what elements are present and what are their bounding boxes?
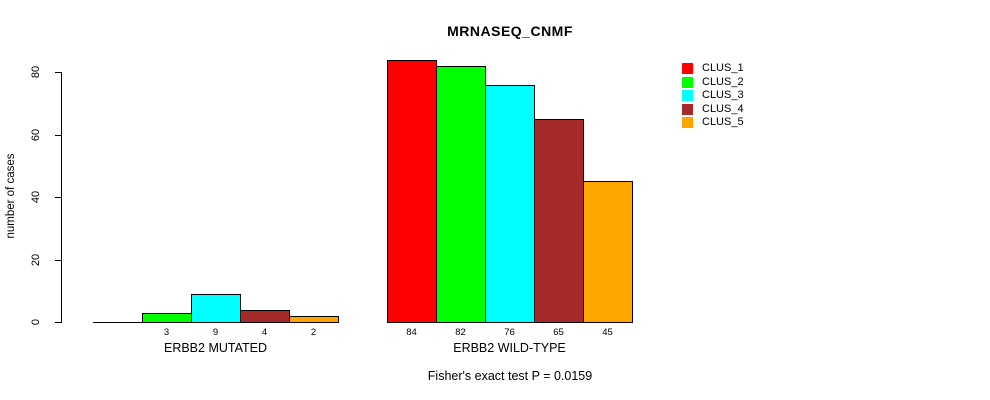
bar-value-clus_3-erbb2-wild-type: 76: [504, 327, 515, 338]
y-tick-label-20: 20: [30, 253, 42, 266]
legend-label-clus_3: CLUS_3: [702, 89, 744, 102]
group-label-erbb2-mutated: ERBB2 MUTATED: [163, 341, 268, 355]
group-label-erbb2-wild-type: ERBB2 WILD-TYPE: [453, 341, 566, 355]
legend-label-clus_5: CLUS_5: [702, 116, 744, 129]
legend-swatch-clus_2: [682, 76, 693, 88]
y-axis-title: number of cases: [5, 153, 17, 239]
y-tick-label-40: 40: [30, 190, 42, 204]
legend-swatch-clus_1: [682, 63, 693, 75]
legend-item-clus_2: CLUS_2: [682, 76, 744, 90]
legend-label-clus_1: CLUS_1: [702, 62, 744, 75]
legend-label-clus_2: CLUS_2: [702, 75, 744, 88]
bar-value-clus_4-erbb2-mutated: 4: [261, 327, 268, 338]
y-tick-80: [55, 72, 61, 73]
bar-clus_2-erbb2-wild-type: [436, 65, 486, 323]
bar-clus_1-erbb2-wild-type: [387, 59, 437, 323]
bar-value-clus_5-erbb2-wild-type: 45: [602, 327, 613, 338]
legend-item-clus_3: CLUS_3: [682, 89, 744, 103]
bar-clus_4-erbb2-mutated: [240, 309, 290, 323]
legend-swatch-clus_5: [682, 117, 693, 129]
bar-value-clus_1-erbb2-wild-type: 84: [406, 327, 417, 338]
bar-value-clus_2-erbb2-wild-type: 82: [455, 327, 466, 338]
y-tick-label-80: 80: [30, 65, 42, 79]
bar-clus_4-erbb2-wild-type: [534, 118, 584, 323]
y-tick-label-0: 0: [30, 318, 42, 326]
legend: CLUS_1 CLUS_2 CLUS_3 CLUS_4 CLUS_5: [682, 62, 744, 130]
bar-value-clus_5-erbb2-mutated: 2: [310, 327, 317, 338]
chart-title: MRNASEQ_CNMF: [447, 23, 573, 39]
legend-item-clus_4: CLUS_4: [682, 103, 744, 117]
fisher-test-annotation: Fisher's exact test P = 0.0159: [427, 369, 593, 383]
legend-swatch-clus_3: [682, 90, 693, 102]
y-axis-line: [61, 72, 62, 323]
bar-clus_5-erbb2-mutated: [289, 315, 339, 323]
legend-swatch-clus_4: [682, 103, 693, 115]
legend-item-clus_1: CLUS_1: [682, 62, 744, 76]
bar-clus_2-erbb2-mutated: [142, 312, 192, 323]
y-tick-label-60: 60: [30, 128, 42, 141]
bar-clus_3-erbb2-mutated: [191, 293, 241, 323]
bar-value-clus_2-erbb2-mutated: 3: [163, 327, 170, 338]
bar-value-clus_4-erbb2-wild-type: 65: [553, 327, 564, 338]
y-tick-20: [55, 259, 61, 261]
bar-value-clus_3-erbb2-mutated: 9: [212, 327, 219, 338]
legend-label-clus_4: CLUS_4: [702, 102, 744, 115]
bar-clus_5-erbb2-wild-type: [583, 181, 633, 323]
legend-item-clus_5: CLUS_5: [682, 116, 744, 130]
y-tick-40: [55, 197, 61, 198]
y-tick-60: [55, 134, 61, 136]
y-tick-0: [55, 322, 61, 323]
bar-clus_3-erbb2-wild-type: [485, 84, 535, 323]
